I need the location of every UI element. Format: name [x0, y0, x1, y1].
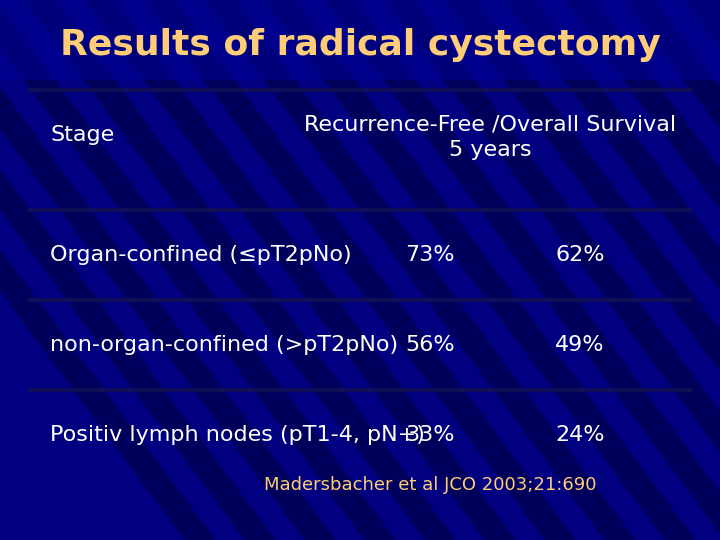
- Text: Madersbacher et al JCO 2003;21:690: Madersbacher et al JCO 2003;21:690: [264, 476, 596, 494]
- Text: 62%: 62%: [555, 245, 605, 265]
- Text: 49%: 49%: [555, 335, 605, 355]
- Text: Stage: Stage: [50, 125, 114, 145]
- Text: Recurrence-Free /Overall Survival: Recurrence-Free /Overall Survival: [304, 115, 676, 135]
- Bar: [0, 0, 720, 80]
- Text: Results of radical cystectomy: Results of radical cystectomy: [60, 28, 660, 62]
- Text: 73%: 73%: [405, 245, 455, 265]
- Text: non-organ-confined (>pT2pNo): non-organ-confined (>pT2pNo): [50, 335, 398, 355]
- Text: 33%: 33%: [405, 425, 455, 445]
- Text: 24%: 24%: [555, 425, 605, 445]
- Text: 5 years: 5 years: [449, 140, 531, 160]
- Text: Organ-confined (≤pT2pNo): Organ-confined (≤pT2pNo): [50, 245, 351, 265]
- Text: Positiv lymph nodes (pT1-4, pN+): Positiv lymph nodes (pT1-4, pN+): [50, 425, 425, 445]
- Text: 56%: 56%: [405, 335, 455, 355]
